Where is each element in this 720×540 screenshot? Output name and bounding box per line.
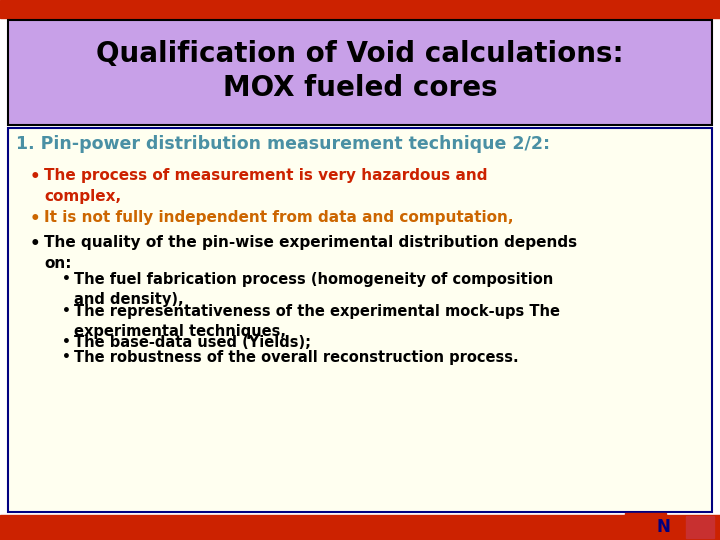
Text: The quality of the pin-wise experimental distribution depends
on:: The quality of the pin-wise experimental…	[44, 235, 577, 271]
Text: MOX fueled cores: MOX fueled cores	[222, 75, 498, 103]
Bar	[0, 0, 720, 18]
Text: The base-data used (Yields);: The base-data used (Yields);	[74, 335, 311, 350]
Text: The fuel fabrication process (homogeneity of composition
and density),: The fuel fabrication process (homogeneit…	[74, 272, 553, 307]
Text: The process of measurement is very hazardous and
complex,: The process of measurement is very hazar…	[44, 168, 487, 204]
Text: •: •	[62, 304, 71, 318]
Text: Qualification of Void calculations:: Qualification of Void calculations:	[96, 40, 624, 69]
Text: 1. Pin-power distribution measurement technique 2/2:: 1. Pin-power distribution measurement te…	[16, 135, 550, 153]
Text: •: •	[30, 210, 40, 228]
Text: IRS: IRS	[630, 518, 661, 536]
Text: The robustness of the overall reconstruction process.: The robustness of the overall reconstruc…	[74, 350, 518, 365]
Bar	[8, 20, 712, 125]
Text: It is not fully independent from data and computation,: It is not fully independent from data an…	[44, 210, 513, 225]
Text: The representativeness of the experimental mock-ups The
experimental techniques,: The representativeness of the experiment…	[74, 304, 560, 339]
Text: •: •	[30, 235, 40, 253]
Text: •: •	[62, 272, 71, 286]
Bar	[686, 516, 714, 538]
Text: •: •	[62, 335, 71, 349]
Text: •: •	[30, 168, 40, 186]
Text: •: •	[62, 350, 71, 364]
Bar	[8, 128, 712, 512]
Bar	[0, 515, 720, 540]
Text: N: N	[657, 518, 671, 536]
